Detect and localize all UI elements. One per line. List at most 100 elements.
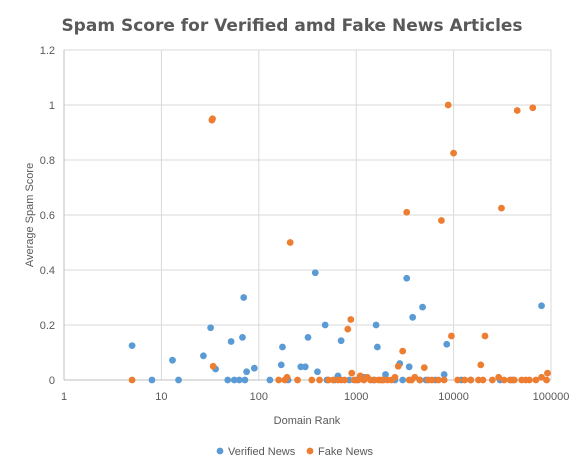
chart-title: Spam Score for Verified amd Fake News Ar… (61, 16, 522, 36)
x-tick-label: 10 (155, 391, 167, 403)
fake-news-point (544, 369, 551, 377)
verified-news-point (382, 371, 389, 378)
fake-news-point (454, 376, 462, 384)
fake-news-point (532, 376, 540, 384)
fake-news-point (513, 107, 521, 114)
y-tick-label: 0.6 (40, 210, 55, 222)
fake-news-point (209, 115, 216, 123)
fake-news-point (399, 347, 407, 355)
verified-news-point (304, 333, 312, 341)
fake-news-point (538, 373, 545, 381)
fake-news-point (286, 239, 294, 246)
fake-news-point (294, 376, 301, 384)
fake-news-point (500, 376, 508, 384)
fake-news-point (416, 376, 424, 384)
fake-news-point (428, 376, 436, 384)
verified-news-point (443, 340, 451, 348)
verified-news-point (314, 368, 321, 376)
verified-news-point (239, 333, 246, 341)
verified-news-point (128, 342, 136, 350)
fake-news-point (341, 376, 348, 384)
fake-news-point (420, 364, 428, 372)
verified-news-point (321, 321, 329, 329)
x-tick-label: 100 (250, 391, 268, 403)
verified-news-point (148, 376, 156, 384)
verified-news-point (279, 343, 286, 351)
fake-news-point (481, 332, 489, 340)
fake-news-point (467, 376, 475, 384)
verified-news-point (372, 321, 380, 329)
y-tick-label: 0.4 (40, 265, 55, 277)
fake-news-point (543, 376, 550, 384)
y-tick-label: 1.2 (40, 45, 55, 57)
fake-news-point (391, 373, 399, 381)
verified-news-point (337, 337, 345, 345)
fake-news-point (510, 376, 518, 384)
fake-news-point (529, 104, 537, 112)
x-axis-title: Domain Rank (274, 415, 341, 427)
fake-news-point (411, 373, 419, 381)
data-points (128, 101, 551, 384)
fake-news-point (438, 217, 445, 224)
fake-news-point (461, 376, 469, 384)
y-tick-label: 1 (49, 100, 55, 112)
fake-news-point (308, 376, 316, 384)
verified-news-point (419, 303, 426, 311)
verified-news-point (538, 302, 545, 310)
verified-news-point (175, 376, 182, 384)
verified-news-point (373, 343, 381, 351)
gridlines (64, 49, 552, 380)
x-tick-label: 1000 (344, 391, 368, 403)
verified-news-point (200, 352, 207, 360)
fake-news-point (495, 373, 503, 381)
fake-news-point (448, 332, 455, 340)
verified-news-point (227, 338, 235, 345)
legend: Verified News Fake News (216, 446, 374, 458)
fake-news-point (435, 376, 442, 384)
verified-news-point (409, 313, 417, 321)
verified-news-point (241, 376, 249, 384)
x-tick-label: 10000 (438, 391, 469, 403)
legend-label-fake-news: Fake News (318, 446, 374, 458)
fake-news-point (347, 316, 355, 323)
verified-news-point (240, 294, 248, 301)
fake-news-point (498, 204, 505, 212)
fake-news-point (316, 376, 323, 384)
fake-news-point (394, 362, 402, 370)
fake-news-point (128, 376, 136, 384)
x-tick-label: 1 (61, 391, 67, 403)
fake-news-point (488, 376, 496, 384)
fake-news-point (403, 208, 411, 216)
verified-news-point (405, 363, 413, 371)
verified-news-point (235, 376, 243, 384)
fake-news-point (525, 376, 533, 384)
verified-news-point (345, 376, 353, 384)
verified-news-point (440, 371, 448, 378)
verified-news-point (399, 376, 407, 384)
y-tick-label: 0.2 (40, 320, 55, 332)
verified-news-point (250, 364, 258, 372)
fake-news-point (440, 376, 448, 384)
fake-news-point (329, 376, 337, 384)
verified-news-point (224, 376, 232, 384)
y-tick-label: 0 (49, 375, 55, 387)
fake-news-point (283, 373, 291, 381)
legend-label-verified-news: Verified News (228, 446, 296, 458)
verified-news-point (243, 368, 251, 376)
verified-news-point (207, 324, 215, 332)
verified-news-point (311, 269, 319, 277)
verified-news-point (301, 363, 309, 371)
verified-news-point (277, 361, 285, 369)
verified-news-point (403, 274, 411, 282)
x-tick-label: 100000 (533, 391, 570, 403)
fake-news-point (275, 376, 283, 384)
y-axis-title: Average Spam Score (24, 163, 36, 267)
fake-news-point (348, 369, 356, 377)
legend-marker-verified-news (216, 447, 224, 455)
fake-news-point (209, 362, 217, 370)
verified-news-point (169, 356, 176, 364)
fake-news-point (444, 101, 452, 109)
